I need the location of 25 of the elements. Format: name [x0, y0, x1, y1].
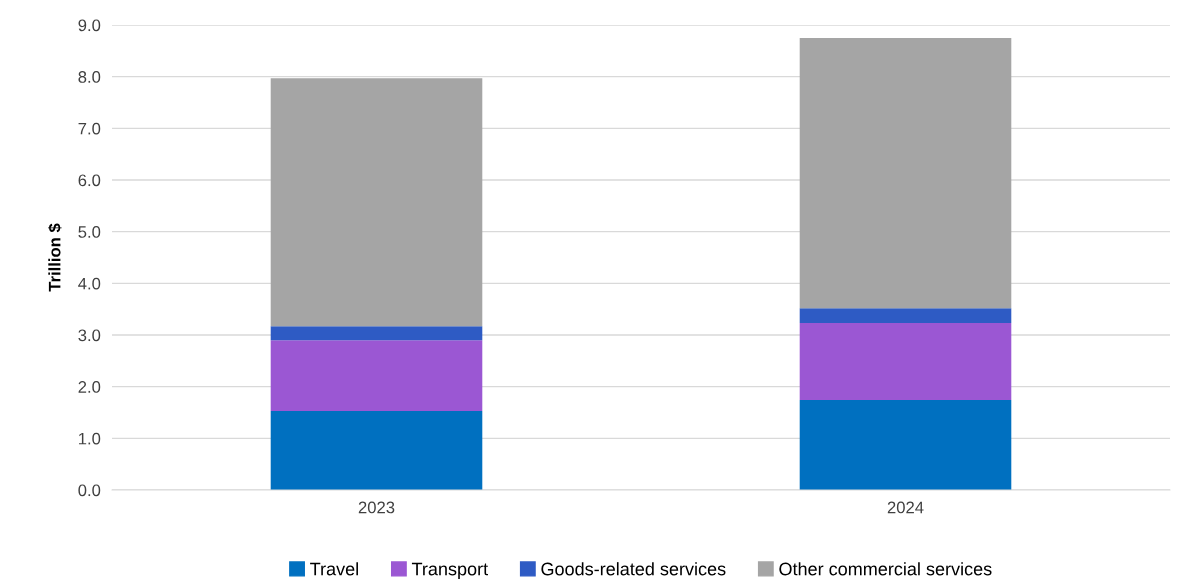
x-tick-label: 2024 [887, 501, 924, 514]
y-tick-label: 3.0 [78, 329, 101, 342]
y-tick-label: 6.0 [78, 174, 101, 187]
x-tick-label: 2023 [358, 501, 395, 514]
bar [799, 400, 1012, 490]
bar [270, 340, 483, 411]
bar [270, 78, 483, 327]
y-tick-label: 9.0 [78, 19, 101, 32]
bar [799, 308, 1012, 324]
y-tick-label: 0.0 [78, 484, 101, 497]
y-tick-label: 8.0 [78, 71, 101, 83]
bar [799, 323, 1012, 401]
bar [270, 410, 483, 490]
y-axis-title: Trillion $ [48, 223, 62, 292]
legend-label: Other commercial services [779, 562, 992, 576]
bar [799, 37, 1012, 309]
y-tick-label: 4.0 [78, 277, 101, 290]
legend-label: Transport [411, 562, 488, 579]
y-tick-label: 5.0 [78, 226, 101, 238]
bar [270, 326, 483, 341]
legend-label: Travel [310, 562, 358, 576]
y-tick-label: 2.0 [78, 381, 101, 393]
legend-label: Goods-related services [541, 562, 726, 576]
y-tick-label: 7.0 [78, 122, 101, 135]
y-tick-label: 1.0 [78, 432, 101, 445]
